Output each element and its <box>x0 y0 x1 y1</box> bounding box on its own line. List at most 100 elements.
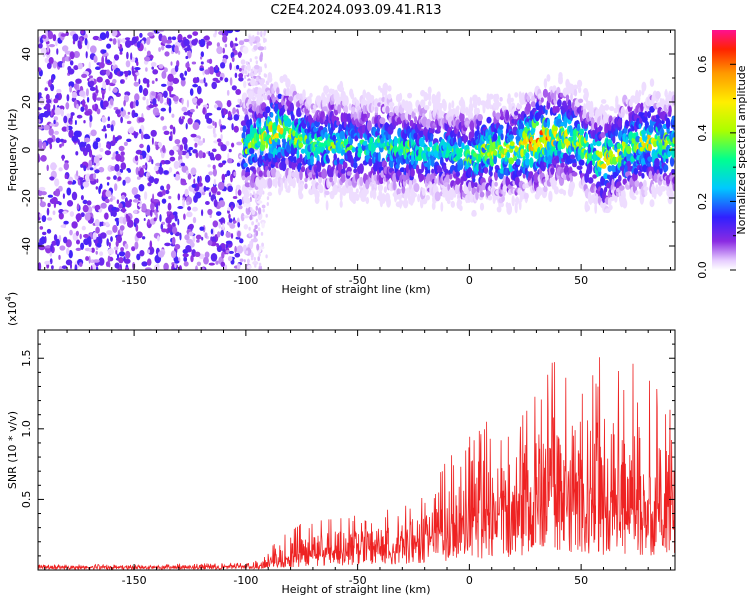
heatmap-cell <box>214 121 217 129</box>
heatmap-cell <box>496 102 502 107</box>
heatmap-cell <box>126 138 132 142</box>
heatmap-cell <box>263 46 267 51</box>
heatmap-cell <box>644 120 650 128</box>
heatmap-cell <box>88 159 93 167</box>
heatmap-cell <box>234 245 237 254</box>
heatmap-cell <box>202 138 205 143</box>
heatmap-cell <box>67 180 73 185</box>
heatmap-cell <box>38 92 42 97</box>
heatmap-cell <box>116 199 120 204</box>
heatmap-cell <box>471 209 477 216</box>
heatmap-cell <box>141 261 148 267</box>
heatmap-cell <box>62 211 68 214</box>
heatmap-cell <box>211 81 217 90</box>
heatmap-cell <box>69 60 74 66</box>
heatmap-cell <box>113 246 119 251</box>
heatmap-cell <box>161 70 167 79</box>
heatmap-cell <box>107 248 115 255</box>
heatmap-cell <box>170 250 177 259</box>
heatmap-cell <box>202 267 205 270</box>
heatmap-cell <box>388 111 395 117</box>
heatmap-cell <box>213 178 216 186</box>
heatmap-cell <box>588 112 595 118</box>
heatmap-cell <box>55 137 61 144</box>
heatmap-cell <box>621 112 625 118</box>
heatmap-cell <box>227 158 233 164</box>
heatmap-cell <box>133 100 136 108</box>
heatmap-cell <box>258 71 261 76</box>
heatmap-cell <box>397 127 402 138</box>
heatmap-cell <box>183 261 189 267</box>
heatmap-cell <box>185 245 192 252</box>
heatmap-cell <box>193 137 200 142</box>
heatmap-cell <box>507 202 512 208</box>
heatmap-cell <box>286 118 292 128</box>
heatmap-cell <box>462 103 466 115</box>
heatmap-cell <box>530 101 536 108</box>
heatmap-cell <box>239 238 244 244</box>
heatmap-cell <box>124 243 129 250</box>
heatmap-cell <box>177 218 180 226</box>
heatmap-cell <box>244 74 247 80</box>
heatmap-cell <box>117 39 120 48</box>
heatmap-cell <box>187 34 193 39</box>
heatmap-cell <box>169 87 172 96</box>
heatmap-cell <box>382 82 389 93</box>
heatmap-cell <box>172 145 179 151</box>
heatmap-cell <box>207 240 213 246</box>
heatmap-cell <box>167 202 172 211</box>
heatmap-cell <box>177 150 183 156</box>
heatmap-cell <box>95 137 101 143</box>
heatmap-cell <box>359 130 363 140</box>
heatmap-cell <box>166 211 171 215</box>
heatmap-cell <box>40 47 47 55</box>
heatmap-cell <box>486 116 492 124</box>
heatmap-cell <box>319 142 325 148</box>
heatmap-cell <box>170 61 173 66</box>
heatmap-cell <box>180 162 186 167</box>
heatmap-cell <box>158 166 161 172</box>
heatmap-cell <box>114 262 120 269</box>
heatmap-cell <box>166 183 171 191</box>
heatmap-cell <box>206 117 212 124</box>
heatmap-cell <box>267 72 273 81</box>
heatmap-cell <box>493 149 498 156</box>
heatmap-cell <box>364 189 369 194</box>
heatmap-cell <box>95 186 99 190</box>
heatmap-cell <box>89 114 93 122</box>
heatmap-cell <box>235 184 241 190</box>
heatmap-cell <box>557 99 562 108</box>
heatmap-cell <box>203 77 206 84</box>
heatmap-cell <box>38 140 43 149</box>
heatmap-cell <box>252 191 256 196</box>
heatmap-cell <box>236 245 244 254</box>
heatmap-cell <box>74 120 77 125</box>
heatmap-cell <box>72 33 79 42</box>
heatmap-cell <box>80 106 85 112</box>
heatmap-cell <box>201 209 204 217</box>
heatmap-cell <box>151 91 157 96</box>
heatmap-cell <box>388 101 395 108</box>
heatmap-cell <box>66 187 72 196</box>
heatmap-cell <box>118 145 125 152</box>
heatmap-cell <box>329 176 333 183</box>
heatmap-cell <box>253 64 260 70</box>
heatmap-cell <box>243 80 247 89</box>
heatmap-cell <box>186 149 191 153</box>
heatmap-cell <box>106 238 109 247</box>
heatmap-cell <box>47 202 51 208</box>
heatmap-cell <box>97 142 102 149</box>
heatmap-cell <box>119 225 125 231</box>
heatmap-cell <box>61 154 65 161</box>
heatmap-cell <box>38 67 42 72</box>
heatmap-cell <box>180 182 188 186</box>
heatmap-cell <box>85 256 90 261</box>
heatmap-cell <box>79 90 86 97</box>
heatmap-cell <box>631 195 637 200</box>
heatmap-cell <box>178 50 181 55</box>
heatmap-cell <box>187 173 192 180</box>
heatmap-cell <box>40 197 43 203</box>
heatmap-cell <box>300 148 306 154</box>
heatmap-cell <box>196 239 200 243</box>
